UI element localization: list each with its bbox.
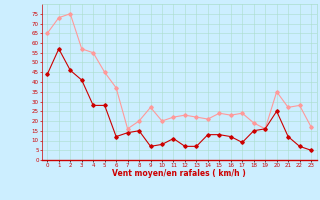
X-axis label: Vent moyen/en rafales ( km/h ): Vent moyen/en rafales ( km/h ) [112,169,246,178]
